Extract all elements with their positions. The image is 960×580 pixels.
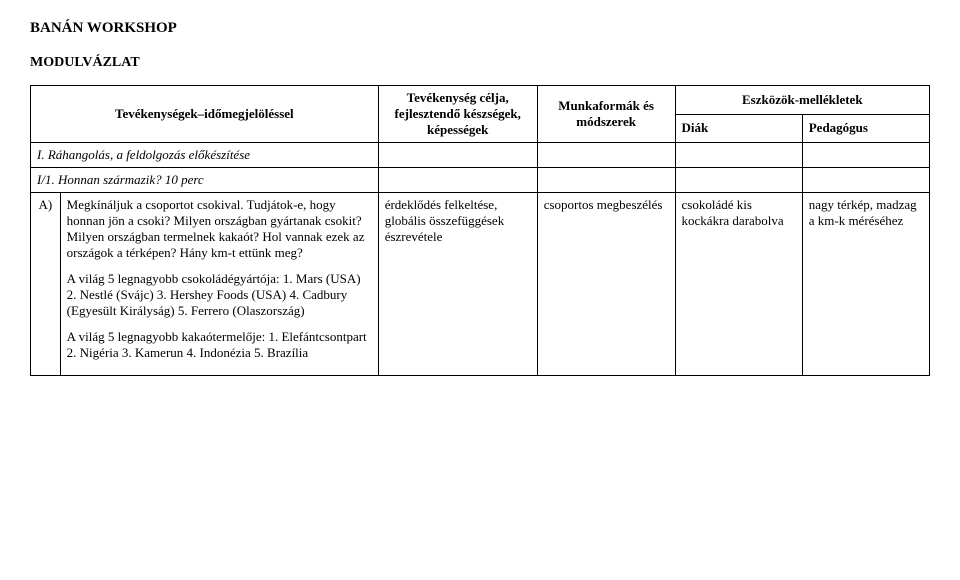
activity-paragraph: Megkínáljuk a csoportot csokival. Tudját… — [67, 197, 372, 261]
empty-cell — [378, 168, 537, 193]
section-1-1-label: I/1. Honnan származik? 10 perc — [31, 168, 379, 193]
row-tool-student: csokoládé kis kockákra darabolva — [675, 193, 802, 376]
header-goal: Tevékenység célja, fejlesztendő készsége… — [378, 86, 537, 143]
module-table: Tevékenységek–időmegjelöléssel Tevékenys… — [30, 85, 930, 376]
header-methods: Munkaformák és módszerek — [537, 86, 675, 143]
row-tool-teacher: nagy térkép, madzag a km-k méréséhez — [802, 193, 929, 376]
page-subtitle: MODULVÁZLAT — [30, 55, 930, 71]
table-row: A) Megkínáljuk a csoportot csokival. Tud… — [31, 193, 930, 376]
empty-cell — [675, 168, 802, 193]
empty-cell — [537, 168, 675, 193]
table-header-row-1: Tevékenységek–időmegjelöléssel Tevékenys… — [31, 86, 930, 115]
empty-cell — [537, 143, 675, 168]
section-row-1-1: I/1. Honnan származik? 10 perc — [31, 168, 930, 193]
header-student: Diák — [675, 114, 802, 143]
header-teacher: Pedagógus — [802, 114, 929, 143]
empty-cell — [378, 143, 537, 168]
row-goal: érdeklődés felkeltése, globális összefüg… — [378, 193, 537, 376]
section-1-label: I. Ráhangolás, a feldolgozás előkészítés… — [31, 143, 379, 168]
activity-paragraph: A világ 5 legnagyobb kakaótermelője: 1. … — [67, 329, 372, 361]
empty-cell — [802, 168, 929, 193]
row-method: csoportos megbeszélés — [537, 193, 675, 376]
row-letter: A) — [31, 193, 61, 376]
row-activity: Megkínáljuk a csoportot csokival. Tudját… — [60, 193, 378, 376]
section-row-1: I. Ráhangolás, a feldolgozás előkészítés… — [31, 143, 930, 168]
empty-cell — [802, 143, 929, 168]
page-title: BANÁN WORKSHOP — [30, 20, 930, 37]
empty-cell — [675, 143, 802, 168]
activity-paragraph: A világ 5 legnagyobb csokoládégyártója: … — [67, 271, 372, 319]
header-activities: Tevékenységek–időmegjelöléssel — [31, 86, 379, 143]
header-tools: Eszközök-mellékletek — [675, 86, 929, 115]
